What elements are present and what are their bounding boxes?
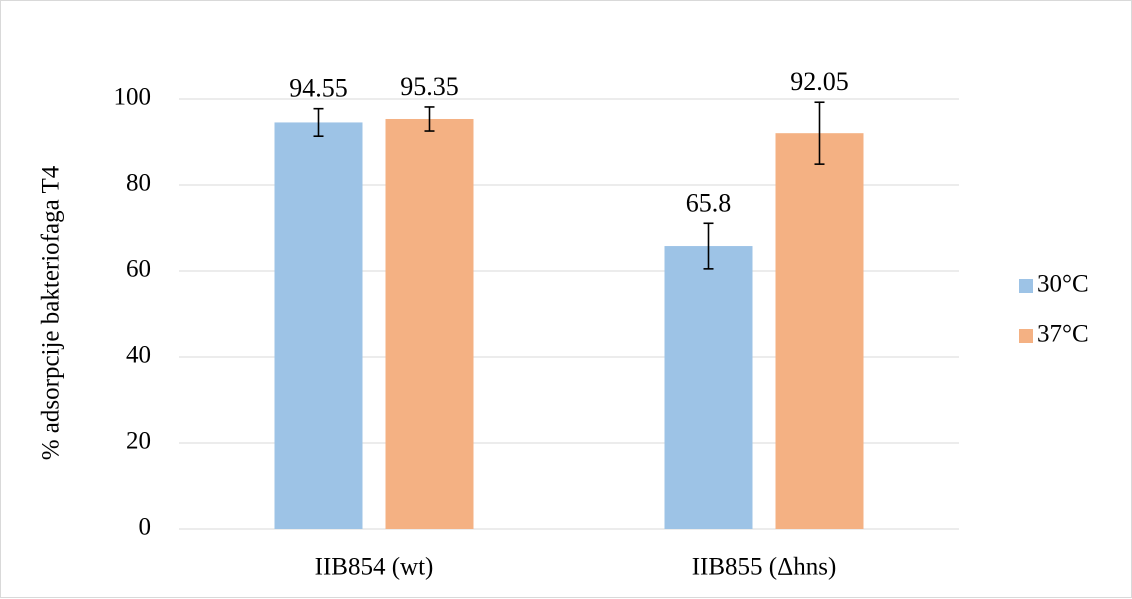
data-label: 92.05: [790, 67, 849, 96]
x-category-label: IIB855 (Δhns): [692, 554, 837, 581]
bar: [775, 133, 864, 529]
bar: [274, 122, 363, 529]
legend-label: 37°C: [1037, 321, 1089, 348]
y-tick-label: 40: [126, 342, 151, 369]
error-bars: [313, 101, 825, 270]
data-label: 94.55: [289, 74, 348, 103]
y-tick-label: 0: [139, 514, 152, 541]
legend: 30°C 37°C: [1019, 271, 1089, 348]
data-labels: 94.55 95.35 65.8 92.05: [289, 67, 849, 217]
y-tick-label: 80: [126, 170, 151, 197]
legend-swatch: [1019, 279, 1033, 293]
y-tick-label: 20: [126, 428, 151, 455]
y-tick-labels: 0 20 40 60 80 100: [114, 84, 152, 541]
bar: [385, 118, 474, 530]
data-label: 95.35: [400, 72, 459, 101]
y-tick-label: 100: [114, 84, 152, 111]
data-label: 65.8: [686, 188, 732, 217]
legend-label: 30°C: [1037, 271, 1089, 298]
y-tick-label: 60: [126, 256, 151, 283]
bars: [274, 118, 864, 530]
legend-swatch: [1019, 329, 1033, 343]
bar: [664, 246, 753, 529]
x-category-label: IIB854 (wt): [315, 554, 434, 581]
y-axis-label: % adsorpcije bakteriofaga T4: [38, 165, 65, 460]
x-category-labels: IIB854 (wt) IIB855 (Δhns): [315, 554, 837, 581]
